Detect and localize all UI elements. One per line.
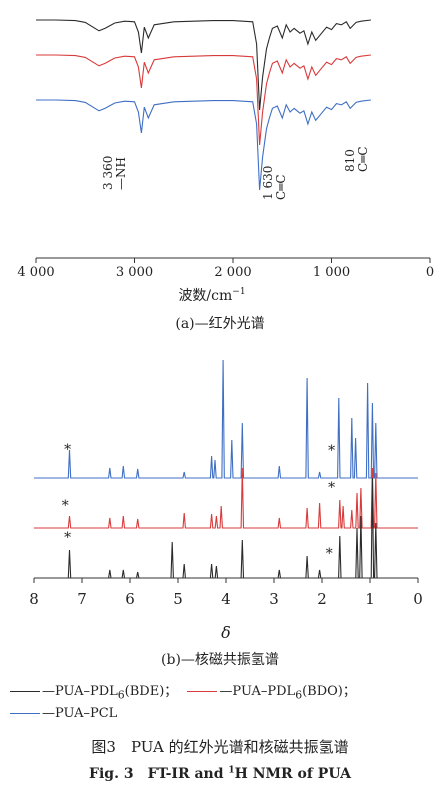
legend-tail-bde: (BDE)；	[124, 684, 178, 699]
legend-row-2: —PUA–PCL	[10, 706, 117, 721]
figure-caption-en-pre: Fig. 3 FT-IR and	[89, 766, 229, 782]
legend-label-bde: —PUA–PDL	[42, 684, 118, 699]
ftir-series-1	[36, 54, 371, 146]
ftir-x-tick-label: 0	[426, 265, 434, 280]
legend-swatch-bde	[10, 691, 40, 692]
figure-caption-en: Fig. 3 FT-IR and 1H NMR of PUA	[0, 763, 440, 783]
nmr-x-tick-label: 2	[317, 590, 327, 608]
ftir-annotations: 3 360—NH 1 630C═C 810C═C	[101, 146, 370, 200]
ftir-annotation: 810C═C	[343, 146, 370, 172]
nmr-x-ticks: 8 7 6 5 4 3 2 1 0	[29, 578, 423, 608]
ftir-x-axis-label: 波数/cm−1	[178, 287, 245, 304]
nmr-star-marker: *	[64, 442, 71, 458]
nmr-x-tick-label: 7	[77, 590, 87, 608]
legend-item-bdo: —PUA–PDL6(BDO)；	[187, 684, 356, 702]
nmr-star-marker: *	[328, 443, 335, 459]
ftir-annotation: 1 630C═C	[261, 166, 288, 200]
ftir-x-ticks: 4 000 3 000 2 000 1 000 0	[17, 258, 434, 280]
nmr-x-tick-label: 0	[413, 590, 423, 608]
legend-sub-bde: 6	[117, 688, 125, 702]
nmr-caption: (b)—核磁共振氢谱	[161, 652, 279, 668]
figure-caption-cn: 图3 PUA 的红外光谱和核磁共振氢谱	[91, 738, 349, 756]
legend-item-bde: —PUA–PDL6(BDE)；	[10, 684, 181, 702]
nmr-x-tick-label: 1	[365, 590, 375, 608]
ftir-chart: 3 360—NH 1 630C═C 810C═C 4 000 3 000 2 000 1 …	[17, 19, 434, 332]
legend: —PUA–PDL6(BDE)； —PUA–PDL6(BDO)；	[10, 680, 356, 702]
nmr-x-tick-label: 3	[269, 590, 279, 608]
nmr-x-tick-label: 5	[173, 590, 183, 608]
ftir-series-group	[36, 19, 371, 191]
ftir-x-tick-label: 2 000	[214, 265, 251, 280]
nmr-star-marker: *	[62, 498, 69, 514]
nmr-series-1	[34, 467, 418, 529]
ftir-annotation: 3 360—NH	[101, 156, 128, 190]
nmr-series-0	[34, 359, 418, 479]
ftir-caption: (a)—红外光谱	[175, 316, 264, 332]
nmr-x-tick-label: 6	[125, 590, 135, 608]
legend-item-pcl: —PUA–PCL	[10, 706, 117, 721]
nmr-x-axis-label: δ	[221, 623, 231, 642]
legend-swatch-pcl	[10, 713, 40, 714]
figure-caption-en-sup: 1	[228, 765, 235, 776]
legend-label-bdo: —PUA–PDL	[219, 684, 296, 699]
legend-tail-bdo: (BDO)；	[302, 684, 356, 699]
nmr-solvent-markers: * * * * * *	[62, 442, 335, 562]
nmr-series-group	[34, 359, 418, 579]
nmr-star-marker: *	[64, 530, 71, 546]
ftir-x-tick-label: 4 000	[17, 265, 54, 280]
nmr-chart: * * * * * * 8 7 6 5 4 3 2 1 0 δ (b)—核磁共振氢谱	[29, 359, 423, 668]
figure-caption-en-post: H NMR of PUA	[234, 766, 351, 782]
ftir-x-tick-label: 3 000	[116, 265, 153, 280]
legend-sub-bdo: 6	[295, 688, 303, 702]
nmr-star-marker: *	[326, 546, 333, 562]
legend-swatch-bdo	[187, 691, 218, 692]
nmr-star-marker: *	[328, 480, 335, 496]
legend-label-pcl: —PUA–PCL	[42, 706, 118, 721]
nmr-x-tick-label: 8	[29, 590, 39, 608]
nmr-series-2	[34, 477, 418, 579]
ftir-series-0	[36, 19, 371, 111]
ftir-x-tick-label: 1 000	[313, 265, 350, 280]
nmr-x-tick-label: 4	[221, 590, 231, 608]
ftir-series-2	[36, 99, 371, 191]
